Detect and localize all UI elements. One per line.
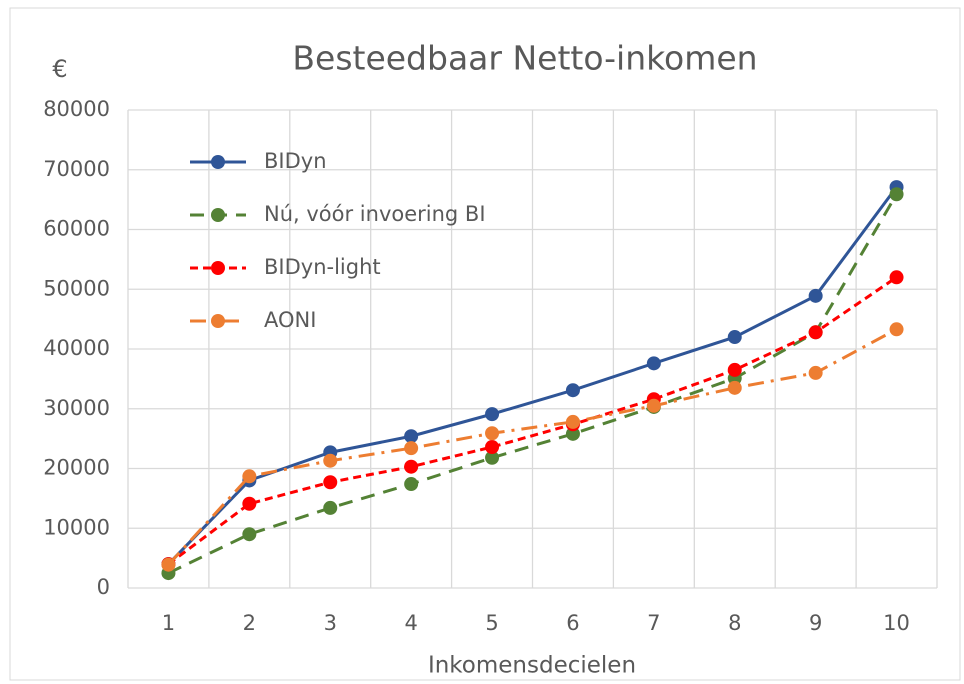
y-tick-label: 50000 <box>43 276 110 300</box>
legend-marker <box>211 314 225 328</box>
y-tick-label: 80000 <box>43 97 110 121</box>
y-axis-label: € <box>52 55 67 83</box>
data-point <box>485 450 500 465</box>
data-point <box>889 187 904 202</box>
legend-label: AONI <box>264 308 316 332</box>
data-point <box>808 288 823 303</box>
data-point <box>808 325 823 340</box>
legend-marker <box>211 155 225 169</box>
data-point <box>646 356 661 371</box>
x-tick-label: 5 <box>485 611 498 635</box>
legend-label: Nú, vóór invoering BI <box>264 202 486 226</box>
x-tick-label: 6 <box>566 611 579 635</box>
data-point <box>242 527 257 542</box>
data-point <box>242 496 257 511</box>
legend-marker <box>211 208 225 222</box>
chart-frame <box>9 7 961 681</box>
y-tick-label: 40000 <box>43 336 110 360</box>
x-tick-label: 7 <box>647 611 660 635</box>
data-point <box>404 459 419 474</box>
y-tick-label: 20000 <box>43 456 110 480</box>
legend-label: BIDyn <box>264 149 327 173</box>
series-line <box>167 327 898 566</box>
data-point <box>889 322 904 337</box>
data-point <box>404 441 419 456</box>
data-point <box>808 365 823 380</box>
y-tick-label: 10000 <box>43 515 110 539</box>
x-axis-label: Inkomensdecielen <box>428 653 636 679</box>
x-tick-label: 1 <box>162 611 175 635</box>
data-point <box>323 475 338 490</box>
data-point <box>565 383 580 398</box>
y-tick-label: 0 <box>97 575 110 599</box>
series-line <box>167 276 898 566</box>
x-tick-label: 4 <box>404 611 417 635</box>
y-tick-label: 60000 <box>43 217 110 241</box>
data-point <box>323 500 338 515</box>
data-point <box>565 414 580 429</box>
y-tick-label: 30000 <box>43 396 110 420</box>
x-tick-label: 8 <box>728 611 741 635</box>
chart-title: Besteedbaar Netto-inkomen <box>292 39 757 78</box>
x-tick-label: 9 <box>809 611 822 635</box>
data-point <box>485 426 500 441</box>
series-line <box>167 193 898 575</box>
data-point <box>242 469 257 484</box>
data-point <box>889 270 904 285</box>
data-point <box>727 380 742 395</box>
data-point <box>404 429 419 444</box>
y-tick-label: 70000 <box>43 157 110 181</box>
data-point <box>485 407 500 422</box>
data-point <box>727 362 742 377</box>
data-point <box>646 398 661 413</box>
legend-label: BIDyn-light <box>264 255 381 279</box>
data-point <box>727 330 742 345</box>
legend-marker <box>211 261 225 275</box>
x-tick-label: 3 <box>324 611 337 635</box>
series-line <box>167 186 898 566</box>
data-point <box>485 439 500 454</box>
data-point <box>323 453 338 468</box>
data-point <box>161 557 176 572</box>
data-point <box>404 477 419 492</box>
x-tick-label: 10 <box>883 611 910 635</box>
x-tick-label: 2 <box>243 611 256 635</box>
